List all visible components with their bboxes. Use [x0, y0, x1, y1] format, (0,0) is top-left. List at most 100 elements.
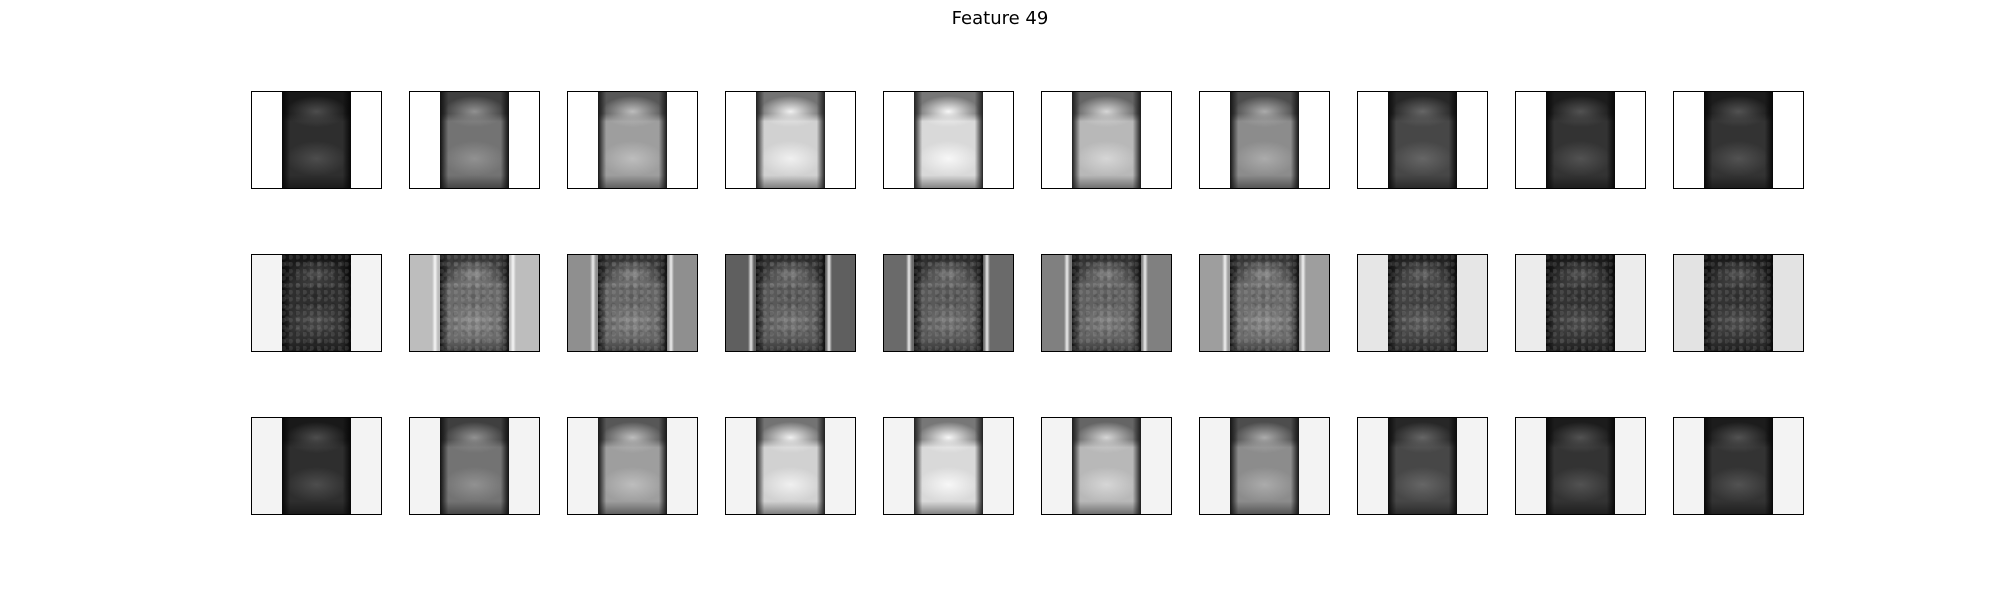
feature-map-panel: [883, 91, 1014, 189]
feature-map-panel: [1041, 91, 1172, 189]
noise-texture: [1072, 255, 1141, 351]
feature-map-image: [282, 418, 351, 514]
feature-map-image: [1704, 255, 1773, 351]
feature-map-image: [1546, 255, 1615, 351]
panel-background-right: [667, 418, 697, 514]
panel-background-left: [1042, 418, 1072, 514]
panel-background-right: [1615, 255, 1645, 351]
feature-map-panel: [1199, 254, 1330, 352]
feature-map-panel: [1041, 254, 1172, 352]
feature-map-image: [440, 255, 509, 351]
feature-map-panel: [1673, 254, 1804, 352]
feature-map-image: [1072, 255, 1141, 351]
feature-map-panel: [1515, 91, 1646, 189]
panel-background-right: [667, 92, 697, 188]
panel-background-left: [410, 92, 440, 188]
panel-background-right: [351, 418, 381, 514]
feature-map-image: [1704, 92, 1773, 188]
panel-background-left: [884, 92, 914, 188]
bright-edge-stripe: [1222, 255, 1228, 351]
panel-background-left: [252, 92, 282, 188]
panel-background-right: [983, 418, 1013, 514]
feature-map-image: [1388, 418, 1457, 514]
feature-map-panel: [409, 91, 540, 189]
feature-map-image: [1072, 92, 1141, 188]
panel-background-left: [568, 418, 598, 514]
bright-edge-stripe: [432, 255, 438, 351]
feature-map-panel: [1357, 91, 1488, 189]
panel-background-left: [1516, 92, 1546, 188]
feature-map-panel: [567, 254, 698, 352]
panel-background-left: [1200, 92, 1230, 188]
panel-background-left: [726, 92, 756, 188]
feature-map-panel: [409, 417, 540, 515]
noise-texture: [1704, 255, 1773, 351]
feature-map-image: [1704, 418, 1773, 514]
feature-map-panel: [725, 91, 856, 189]
panel-background-left: [252, 418, 282, 514]
panel-background-left: [726, 418, 756, 514]
feature-map-panel: [1515, 254, 1646, 352]
feature-map-image: [282, 92, 351, 188]
panel-background-right: [1141, 92, 1171, 188]
feature-map-image: [598, 255, 667, 351]
panel-background-left: [252, 255, 282, 351]
feature-map-panel: [409, 254, 540, 352]
panel-background-right: [1773, 92, 1803, 188]
noise-texture: [1546, 255, 1615, 351]
noise-texture: [440, 255, 509, 351]
feature-map-image: [1546, 418, 1615, 514]
feature-map-image: [1388, 92, 1457, 188]
bright-edge-stripe: [1064, 255, 1070, 351]
feature-map-image: [1072, 418, 1141, 514]
noise-texture: [914, 255, 983, 351]
panel-background-right: [1299, 92, 1329, 188]
feature-map-panel: [251, 254, 382, 352]
feature-map-panel: [1357, 417, 1488, 515]
feature-map-image: [1230, 418, 1299, 514]
feature-map-image: [440, 92, 509, 188]
feature-map-image: [1388, 255, 1457, 351]
panel-background-left: [1674, 255, 1704, 351]
panel-background-left: [1358, 92, 1388, 188]
panel-background-right: [825, 418, 855, 514]
panel-background-left: [1674, 92, 1704, 188]
noise-texture: [1388, 255, 1457, 351]
feature-map-panel: [725, 254, 856, 352]
feature-map-panel: [1199, 417, 1330, 515]
feature-map-image: [1546, 92, 1615, 188]
panel-background-left: [1516, 418, 1546, 514]
feature-map-panel: [251, 417, 382, 515]
noise-texture: [282, 255, 351, 351]
feature-map-image: [1230, 92, 1299, 188]
feature-map-image: [1230, 255, 1299, 351]
feature-map-panel: [567, 91, 698, 189]
feature-map-image: [756, 92, 825, 188]
panel-background-right: [1299, 418, 1329, 514]
feature-map-panel: [1673, 91, 1804, 189]
bright-edge-stripe: [826, 255, 832, 351]
panel-background-right: [1773, 255, 1803, 351]
bright-edge-stripe: [748, 255, 754, 351]
feature-map-panel: [1357, 254, 1488, 352]
feature-map-panel: [883, 254, 1014, 352]
bright-edge-stripe: [1300, 255, 1306, 351]
feature-map-image: [914, 92, 983, 188]
panel-background-right: [1773, 418, 1803, 514]
feature-map-image: [756, 418, 825, 514]
feature-map-panel: [1041, 417, 1172, 515]
panel-background-left: [884, 418, 914, 514]
feature-map-image: [440, 418, 509, 514]
panel-background-left: [1200, 418, 1230, 514]
noise-texture: [598, 255, 667, 351]
feature-map-panel: [1673, 417, 1804, 515]
panel-background-right: [1457, 92, 1487, 188]
feature-map-panel: [1199, 91, 1330, 189]
feature-map-image: [598, 92, 667, 188]
panel-background-left: [568, 92, 598, 188]
panel-background-right: [1615, 418, 1645, 514]
panel-background-right: [351, 255, 381, 351]
panel-background-right: [1615, 92, 1645, 188]
feature-map-panel: [725, 417, 856, 515]
noise-texture: [1230, 255, 1299, 351]
